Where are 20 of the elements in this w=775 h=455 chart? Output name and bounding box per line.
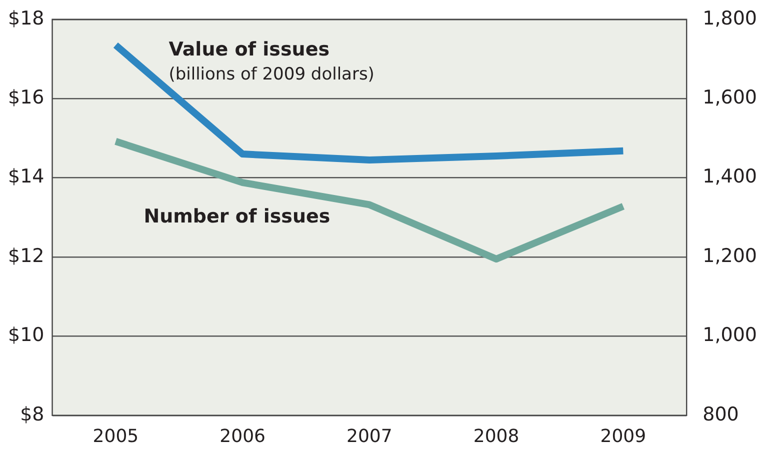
- y-tick-label: $14: [8, 166, 44, 188]
- series-label: Value of issues: [168, 38, 330, 60]
- x-tick-label: 2006: [220, 426, 266, 447]
- y-tick-label: $10: [8, 324, 44, 346]
- annotation: (billions of 2009 dollars): [168, 64, 374, 84]
- y2-tick-label: 1,400: [702, 166, 758, 188]
- y-tick-label: $8: [20, 403, 44, 426]
- x-tick-label: 2009: [600, 426, 646, 447]
- y2-tick-label: 1,600: [702, 86, 758, 109]
- y2-tick-label: 1,000: [702, 324, 758, 346]
- y-tick-label: $18: [8, 7, 44, 30]
- x-tick-label: 2007: [346, 426, 392, 447]
- y2-tick-label: 1,800: [702, 7, 758, 30]
- y-tick-label: $12: [8, 244, 44, 267]
- x-tick-label: 2005: [92, 426, 139, 447]
- y2-tick-label: 1,200: [702, 244, 758, 267]
- y-tick-label: $16: [8, 86, 44, 109]
- series-label: Number of issues: [144, 205, 330, 228]
- x-tick-label: 2008: [473, 426, 520, 447]
- y2-tick-label: 800: [702, 403, 739, 426]
